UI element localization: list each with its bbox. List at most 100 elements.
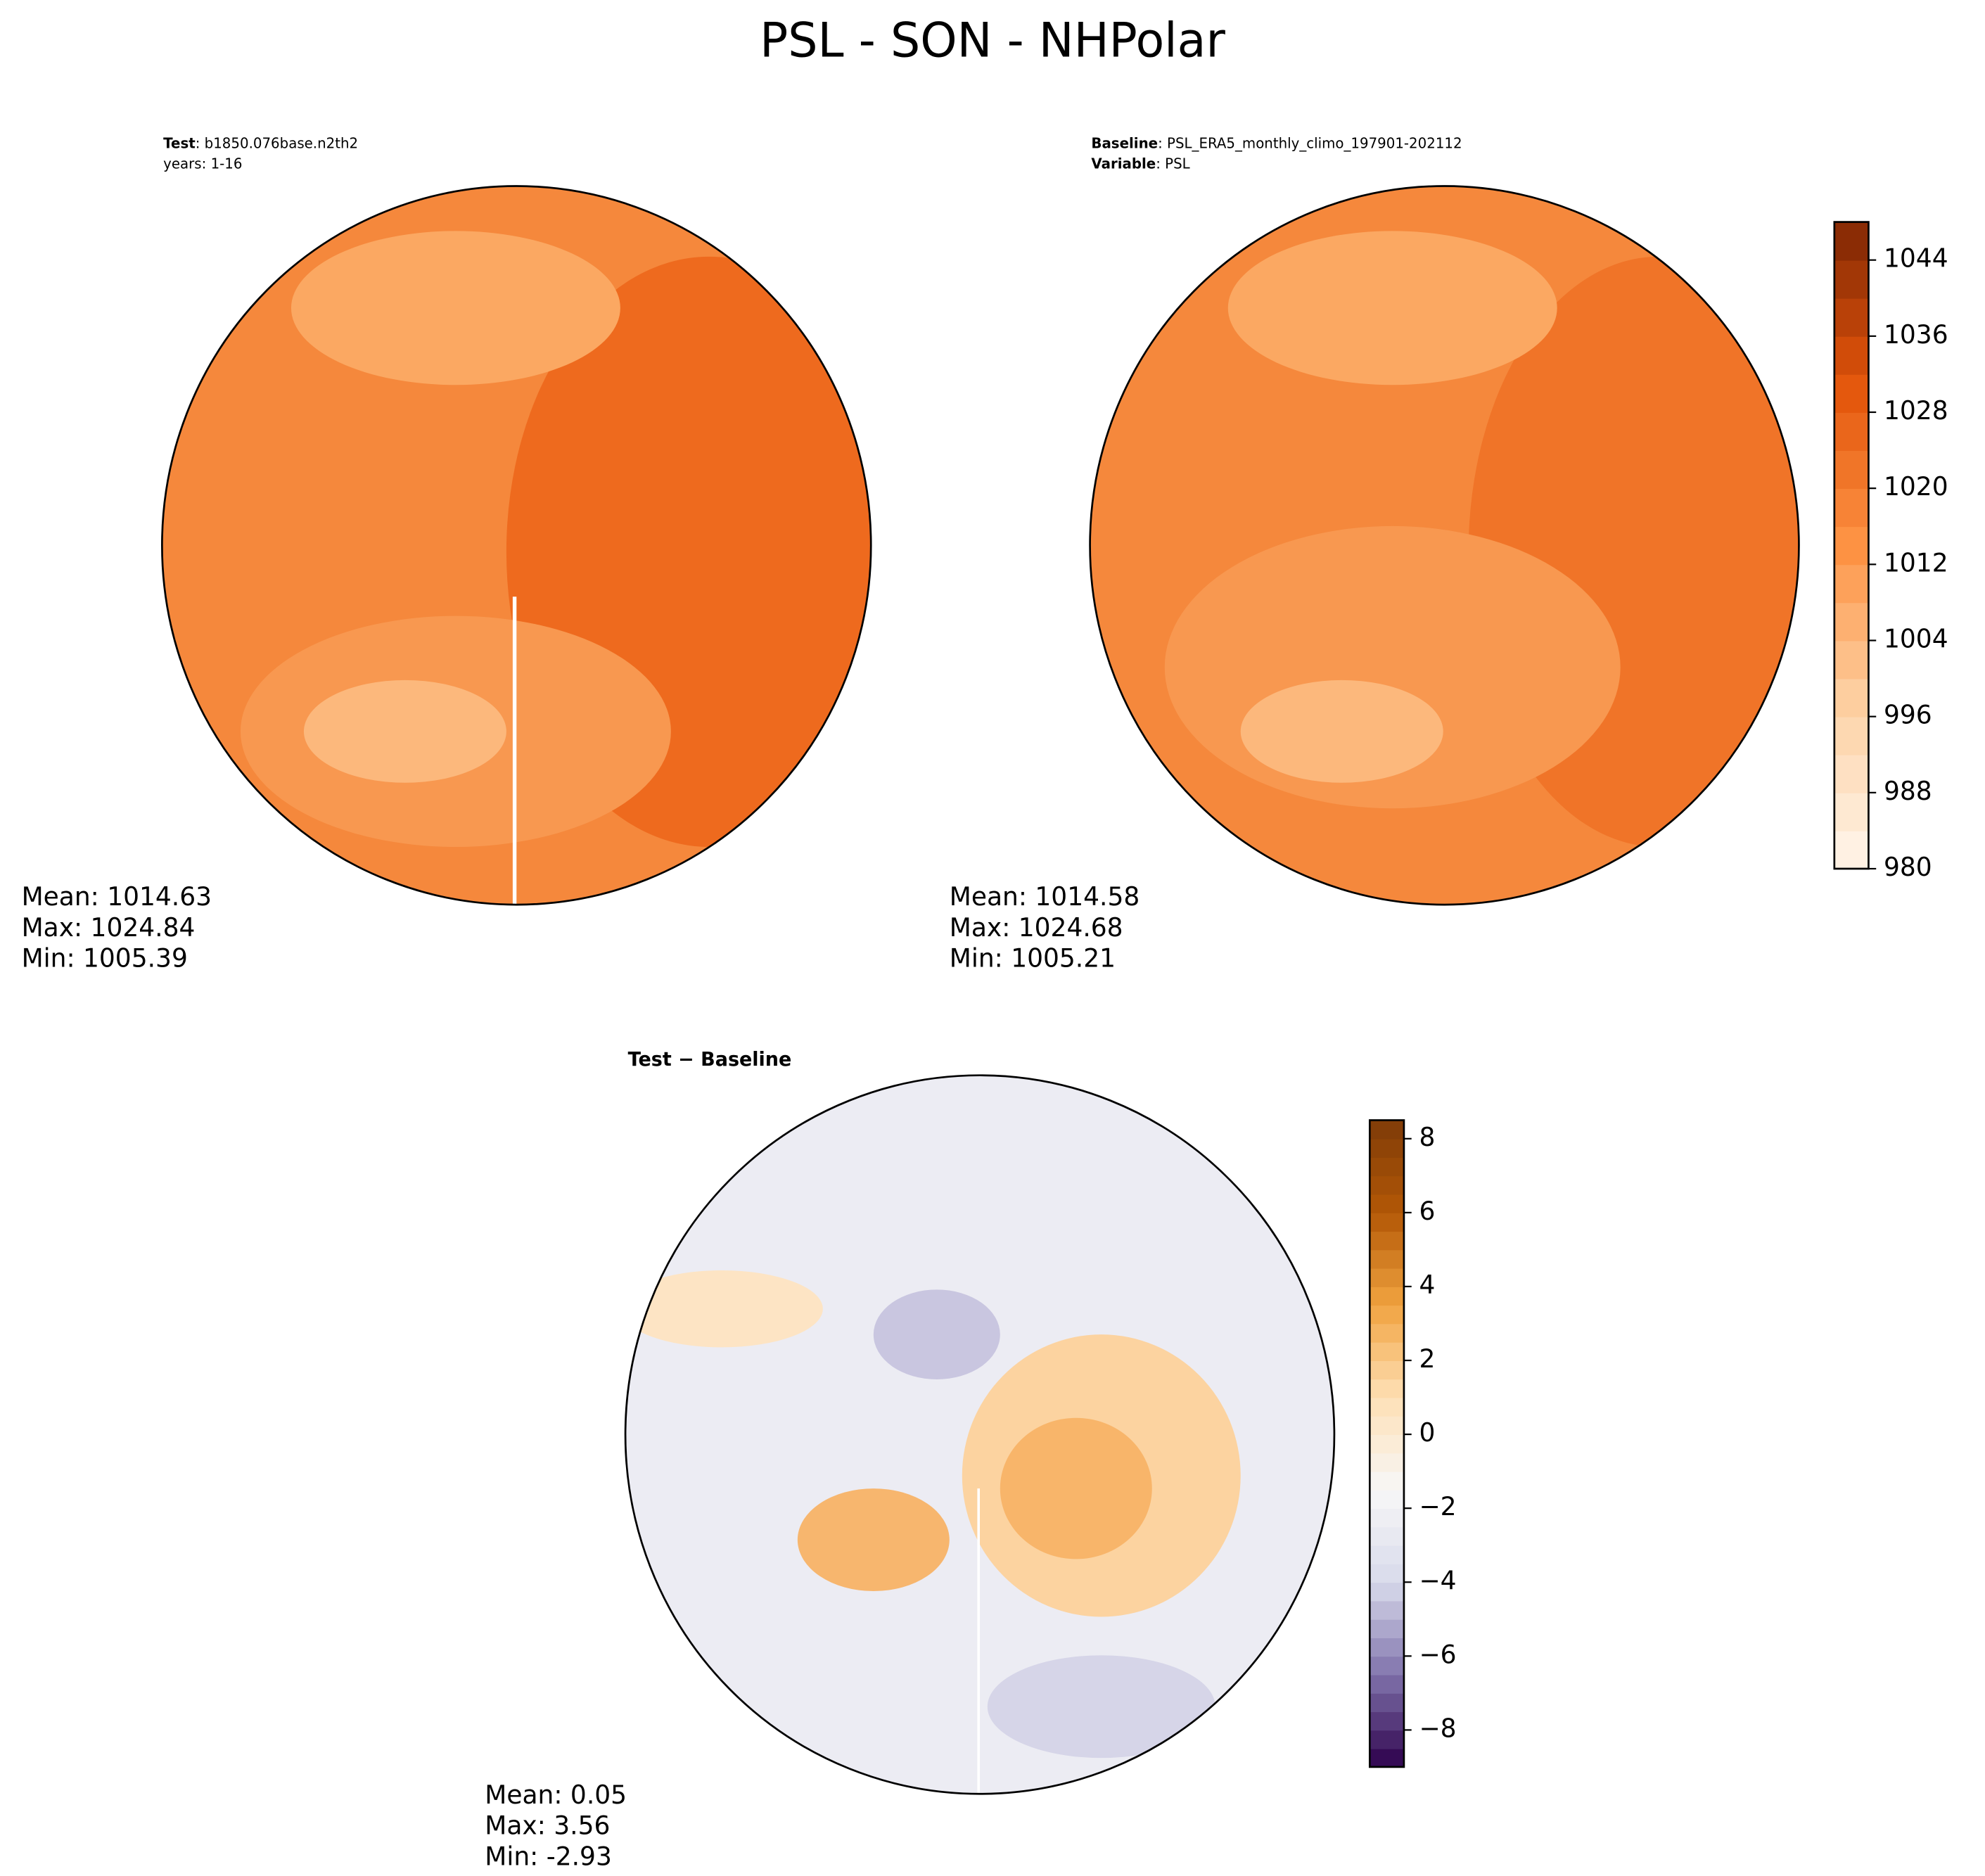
colorbar-tick-label: −6 bbox=[1419, 1639, 1457, 1669]
colorbar-band bbox=[1834, 792, 1869, 831]
colorbar-band bbox=[1370, 1231, 1404, 1251]
colorbar-tick-label: 1012 bbox=[1884, 547, 1948, 578]
map-border bbox=[161, 185, 872, 906]
panel-header: Baseline: PSL_ERA5_monthly_climo_197901-… bbox=[1091, 135, 1462, 151]
header-label: Variable bbox=[1091, 155, 1156, 172]
map-fill bbox=[162, 186, 872, 905]
panel-header: years: 1-16 bbox=[163, 155, 242, 172]
colorbar-band bbox=[1370, 1305, 1404, 1325]
header-label: Test − Baseline bbox=[628, 1048, 792, 1070]
header-text: : PSL bbox=[1156, 155, 1189, 172]
colorbar-band bbox=[1834, 260, 1869, 299]
colorbar-band bbox=[1370, 1526, 1404, 1546]
colorbar-band bbox=[1370, 1545, 1404, 1564]
colorbar-band bbox=[1370, 1341, 1404, 1361]
colorbar-band bbox=[1370, 1582, 1404, 1602]
colorbar-band bbox=[1370, 1656, 1404, 1676]
colorbar-tick-label: 1004 bbox=[1884, 623, 1948, 653]
colorbar-band bbox=[1370, 1212, 1404, 1232]
colorbar-band bbox=[1370, 1453, 1404, 1472]
colorbar-band bbox=[1370, 1360, 1404, 1380]
colorbar-band bbox=[1834, 488, 1869, 528]
stat-line: Min: 1005.21 bbox=[950, 943, 1116, 973]
colorbar-band bbox=[1834, 830, 1869, 869]
colorbar-tick-label: −2 bbox=[1419, 1491, 1457, 1521]
stat-line: Mean: 1014.58 bbox=[950, 881, 1140, 912]
colorbar-band bbox=[1370, 1379, 1404, 1398]
colorbar-band bbox=[1370, 1619, 1404, 1638]
figure-title: PSL - SON - NHPolar bbox=[760, 13, 1225, 68]
panel-header: Test − Baseline bbox=[628, 1048, 792, 1070]
colorbar-tick-label: 1036 bbox=[1884, 319, 1948, 350]
colorbar-band bbox=[1834, 450, 1869, 490]
colorbar-band bbox=[1834, 412, 1869, 451]
header-label: Test bbox=[163, 135, 196, 151]
colorbar-band bbox=[1370, 1674, 1404, 1694]
colorbar-frame bbox=[1833, 221, 1870, 870]
colorbar-band bbox=[1834, 336, 1869, 375]
colorbar-band bbox=[1370, 1397, 1404, 1417]
panel-header: Test: b1850.076base.n2th2 bbox=[163, 135, 358, 151]
colorbar-band bbox=[1370, 1434, 1404, 1454]
colorbar-band bbox=[1370, 1175, 1404, 1195]
colorbar-band bbox=[1370, 1692, 1404, 1713]
colorbar-band bbox=[1370, 1194, 1404, 1213]
colorbar-band bbox=[1370, 1600, 1404, 1620]
colorbar-tick-label: 1020 bbox=[1884, 471, 1948, 502]
colorbar-tick-label: 4 bbox=[1419, 1270, 1436, 1300]
colorbar-band bbox=[1370, 1268, 1404, 1287]
stat-line: Max: 3.56 bbox=[485, 1811, 610, 1841]
stat-line: Max: 1024.68 bbox=[950, 912, 1123, 943]
colorbar-band bbox=[1834, 716, 1869, 755]
colorbar-tick-label: 1044 bbox=[1884, 243, 1948, 274]
colorbar-band bbox=[1370, 1120, 1404, 1140]
stat-line: Min: -2.93 bbox=[485, 1841, 612, 1871]
colorbar-band bbox=[1370, 1415, 1404, 1436]
map-border bbox=[624, 1074, 1336, 1795]
colorbar-band bbox=[1834, 564, 1869, 604]
colorbar-tick-label: 6 bbox=[1419, 1196, 1436, 1226]
colorbar-tick-label: 980 bbox=[1884, 852, 1932, 882]
colorbar-band bbox=[1370, 1249, 1404, 1269]
stat-line: Mean: 0.05 bbox=[485, 1780, 627, 1810]
colorbar-band bbox=[1370, 1286, 1404, 1306]
colorbar-band bbox=[1834, 754, 1869, 793]
map-fill bbox=[1090, 186, 1799, 905]
colorbar-band bbox=[1370, 1508, 1404, 1528]
stat-line: Max: 1024.84 bbox=[22, 912, 196, 943]
colorbar-band bbox=[1370, 1157, 1404, 1177]
map-fill bbox=[625, 1075, 1334, 1794]
header-label: Baseline bbox=[1091, 135, 1158, 151]
panel-header: Variable: PSL bbox=[1091, 155, 1189, 172]
colorbar-tick-label: −4 bbox=[1419, 1565, 1457, 1595]
colorbar-band bbox=[1834, 222, 1869, 261]
stat-line: Mean: 1014.63 bbox=[22, 881, 212, 912]
colorbar-frame bbox=[1368, 1119, 1405, 1768]
colorbar-band bbox=[1370, 1748, 1404, 1768]
header-text: : PSL_ERA5_monthly_climo_197901-202112 bbox=[1158, 135, 1462, 151]
map-border bbox=[1089, 185, 1800, 906]
colorbar-tick-label: 996 bbox=[1884, 700, 1932, 730]
colorbar-band bbox=[1370, 1711, 1404, 1731]
colorbar-band bbox=[1370, 1730, 1404, 1749]
colorbar-band bbox=[1370, 1471, 1404, 1491]
colorbar-tick-label: 8 bbox=[1419, 1122, 1436, 1152]
colorbar-band bbox=[1370, 1138, 1404, 1158]
colorbar-tick-label: 2 bbox=[1419, 1344, 1436, 1374]
colorbar-band bbox=[1834, 526, 1869, 566]
colorbar-band bbox=[1370, 1489, 1404, 1510]
stat-line: Min: 1005.39 bbox=[22, 943, 188, 973]
colorbar-tick-label: −8 bbox=[1419, 1713, 1457, 1743]
colorbar-band bbox=[1834, 640, 1869, 679]
colorbar-tick-label: 988 bbox=[1884, 776, 1932, 806]
header-text: : b1850.076base.n2th2 bbox=[196, 135, 358, 151]
colorbar-tick-label: 0 bbox=[1419, 1417, 1436, 1448]
colorbar-band bbox=[1370, 1638, 1404, 1657]
colorbar-band bbox=[1370, 1563, 1404, 1583]
colorbar-band bbox=[1834, 374, 1869, 413]
colorbar-tick-label: 1028 bbox=[1884, 395, 1948, 426]
colorbar-band bbox=[1834, 678, 1869, 717]
colorbar-band bbox=[1834, 602, 1869, 642]
header-text: years: 1-16 bbox=[163, 155, 242, 172]
